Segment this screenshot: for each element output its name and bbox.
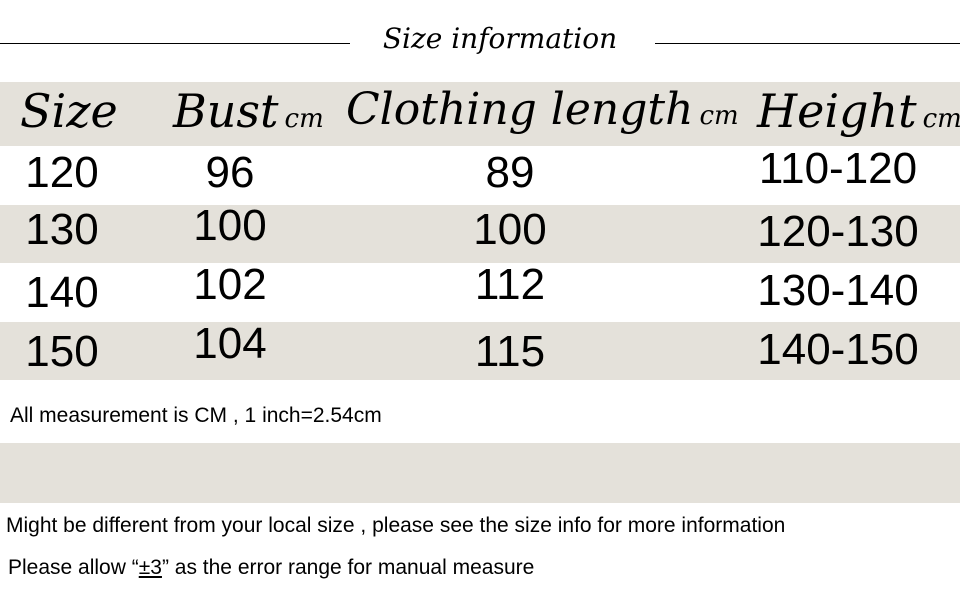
- title-rule-left: [0, 43, 350, 44]
- header-label: Clothing length: [346, 84, 694, 135]
- page-title: Size information: [382, 22, 618, 55]
- table-cell: 130: [25, 205, 99, 254]
- table-cell: 100: [193, 201, 267, 250]
- table-cell: 150: [25, 327, 99, 376]
- table-cell: 112: [474, 260, 546, 309]
- header-size: Size: [20, 84, 118, 138]
- table-cell: 140: [25, 268, 99, 317]
- table-cell: 104: [193, 319, 267, 368]
- header-unit: cm: [922, 104, 960, 134]
- title-rule-right: [655, 43, 960, 44]
- header-label: Height: [757, 84, 917, 138]
- table-cell: 110-120: [758, 144, 918, 193]
- table-cell: 96: [205, 148, 255, 197]
- note-text: ” as the error range for manual measure: [161, 556, 535, 579]
- header-band: [0, 82, 960, 146]
- local-size-note: Might be different from your local size …: [6, 514, 786, 537]
- table-cell: 89: [485, 148, 535, 197]
- table-cell: 102: [193, 260, 267, 309]
- header-clothing-length: Clothing length cm: [346, 84, 739, 135]
- note-text: Please allow “: [8, 556, 139, 579]
- measurement-note: All measurement is CM , 1 inch=2.54cm: [10, 404, 382, 427]
- error-range-note: Please allow “±3” as the error range for…: [8, 556, 534, 580]
- header-height: Height cm: [757, 84, 960, 138]
- header-bust: Bust cm: [173, 84, 324, 138]
- table-cell: 140-150: [757, 325, 919, 374]
- table-cell: 100: [473, 205, 547, 254]
- error-value: ±3: [138, 556, 162, 579]
- header-label: Bust: [173, 84, 279, 138]
- header-label: Size: [20, 84, 118, 138]
- spacer-band: [0, 443, 960, 503]
- table-cell: 130-140: [757, 266, 919, 315]
- header-unit: cm: [699, 101, 739, 131]
- table-cell: 115: [474, 327, 546, 376]
- row-band: [0, 322, 960, 380]
- header-unit: cm: [284, 104, 324, 134]
- table-cell: 120-130: [757, 207, 919, 256]
- table-cell: 120: [25, 148, 99, 197]
- row-band: [0, 205, 960, 263]
